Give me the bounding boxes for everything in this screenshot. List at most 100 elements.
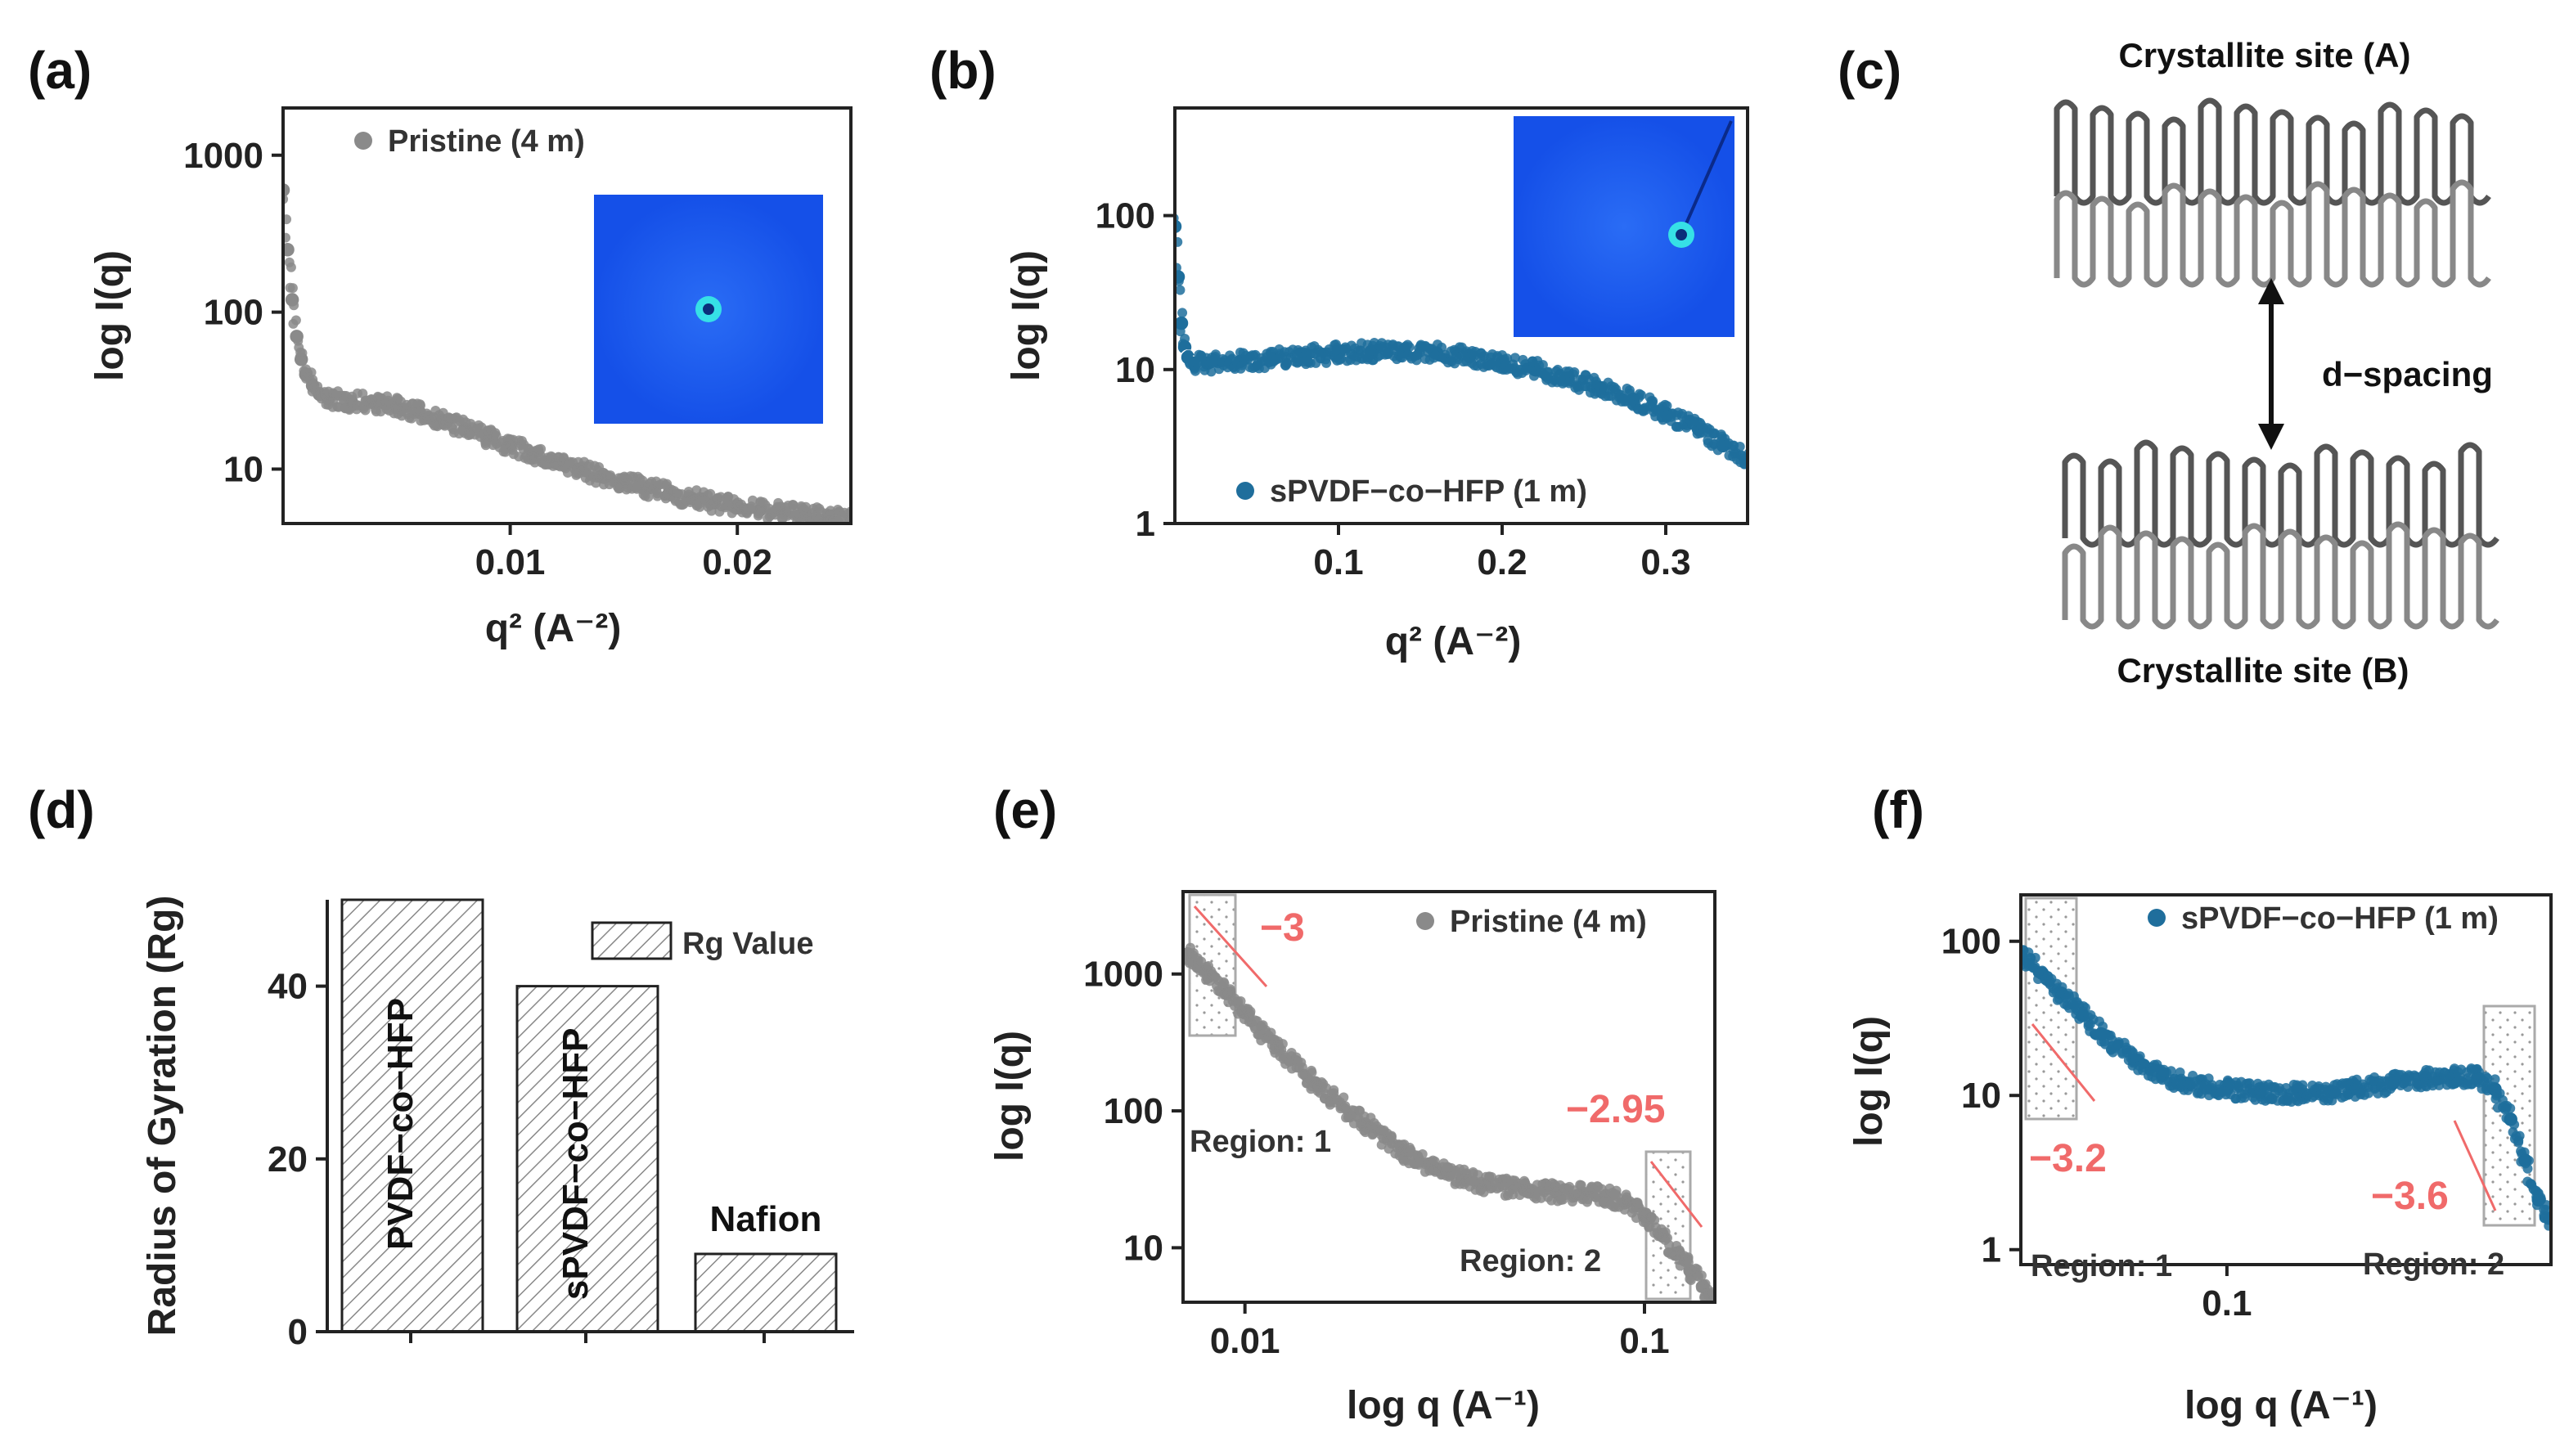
y-tick-label-1: 10 xyxy=(1961,1076,2001,1116)
curve-marker xyxy=(340,395,350,406)
x-axis-title: q² (A⁻²) xyxy=(485,607,622,650)
curve-marker xyxy=(800,501,811,512)
curve-marker xyxy=(1303,357,1314,367)
polymer-chain-row-1 xyxy=(2054,179,2491,288)
curve-marker xyxy=(1235,996,1246,1007)
curve-marker xyxy=(289,300,299,311)
y-tick-label-2: 1000 xyxy=(183,136,263,176)
curve-marker xyxy=(758,497,768,507)
curve-marker xyxy=(2239,1092,2250,1103)
crystallite-b-chains xyxy=(2062,439,2499,630)
curve-marker xyxy=(1338,1092,1349,1103)
bar-label-0: PVDF−co−HFP xyxy=(380,998,421,1250)
data-point xyxy=(1175,218,1183,235)
panel-label-c: (c) xyxy=(1838,41,1901,100)
curve-marker xyxy=(1210,349,1221,360)
legend-b-marker xyxy=(1236,482,1254,500)
bar-label-2: Nafion xyxy=(710,1199,822,1239)
inset-center xyxy=(1676,229,1687,240)
panel-label-d: (d) xyxy=(28,780,95,839)
y-tick-label-2: 100 xyxy=(1096,196,1155,236)
curve-marker xyxy=(1437,342,1447,353)
bar-0 xyxy=(340,898,484,1333)
curve-marker xyxy=(2490,1074,2500,1085)
y-tick-label-1: 20 xyxy=(268,1139,308,1180)
curve-marker xyxy=(2523,1155,2534,1166)
curve-marker xyxy=(1386,1132,1397,1143)
x-tick-label-1: 0.2 xyxy=(1477,542,1527,582)
curve-marker xyxy=(652,488,663,499)
curve-marker xyxy=(1175,326,1186,337)
y-tick-label-0: 0 xyxy=(288,1312,308,1352)
legend-f-marker xyxy=(2148,909,2166,927)
d-spacing-label: d−spacing xyxy=(2322,355,2493,393)
curve-marker xyxy=(2513,1137,2524,1148)
beamstop-line xyxy=(1680,120,1733,236)
legend-e-text: Pristine (4 m) xyxy=(1450,905,1647,939)
chart-d: PVDF−co−HFP sPVDF−co−HFP Nafion 0 20 40 Radius… xyxy=(141,896,854,1352)
curve-marker xyxy=(1404,342,1415,353)
x-tick-label-0: 0.01 xyxy=(475,542,546,582)
curve-marker xyxy=(1206,366,1217,377)
curve-marker xyxy=(1707,1289,1715,1300)
crystallite-b-label: Crystallite site (B) xyxy=(2117,651,2409,690)
curve-marker xyxy=(1180,334,1190,344)
chart-e: 0.01 0.1 10 100 1000 log I(q) log q (A⁻¹) −3 −2.… xyxy=(988,890,1716,1427)
scattering-inset-b xyxy=(1514,116,1734,337)
curve-marker xyxy=(625,471,636,482)
curve-marker xyxy=(1683,1257,1694,1268)
y-tick-label-1: 100 xyxy=(1104,1091,1163,1131)
panel-label-b: (b) xyxy=(929,41,997,100)
legend-b-text: sPVDF−co−HFP (1 m) xyxy=(1270,474,1587,509)
x-tick-label-0: 0.1 xyxy=(1313,542,1363,582)
data-point xyxy=(283,182,291,199)
x-axis-title: q² (A⁻²) xyxy=(1385,620,1522,663)
polymer-chain-row-1 xyxy=(2062,521,2499,630)
x-tick-label-1: 0.02 xyxy=(702,542,772,582)
curve-marker xyxy=(1175,319,1185,330)
bar-2 xyxy=(694,1252,838,1333)
y-axis-title: log I(q) xyxy=(1005,250,1048,381)
panel-label-e: (e) xyxy=(993,780,1057,839)
series-b xyxy=(1175,213,1748,470)
y-tick-label-2: 40 xyxy=(268,967,308,1007)
curve-marker xyxy=(286,262,296,272)
curve-marker xyxy=(1226,986,1236,996)
curve-marker xyxy=(1575,1180,1586,1190)
region-2-label: Region: 2 xyxy=(2363,1247,2504,1282)
curve-marker xyxy=(1543,1192,1554,1202)
y-tick-label-2: 1000 xyxy=(1083,955,1163,995)
x-tick-label-0: 0.1 xyxy=(2202,1283,2252,1323)
inset-background xyxy=(1514,116,1734,337)
x-tick-label-0: 0.01 xyxy=(1210,1321,1280,1361)
inset-center xyxy=(703,303,714,315)
series-f xyxy=(2021,945,2551,1231)
slope-line-2 xyxy=(2453,1120,2497,1211)
y-axis-title: log I(q) xyxy=(1847,1016,1891,1147)
x-axis-title: log q (A⁻¹) xyxy=(1347,1384,1540,1427)
chart-f: 0.1 1 10 100 log I(q) log q (A⁻¹) −3.2 −3.6 Regi… xyxy=(1847,893,2553,1427)
slope-line-2 xyxy=(1649,1161,1703,1228)
y-tick-label-0: 1 xyxy=(1982,1230,2001,1270)
curve-marker xyxy=(706,506,717,516)
curve-marker xyxy=(2519,1147,2530,1157)
y-tick-label-0: 10 xyxy=(223,449,263,489)
curve-marker xyxy=(1177,308,1188,318)
curve-marker xyxy=(1568,369,1579,380)
panel-label-a: (a) xyxy=(28,41,92,100)
curve-marker xyxy=(2544,1220,2551,1231)
region-2-label: Region: 2 xyxy=(1460,1244,1601,1278)
curve-marker xyxy=(1429,1156,1440,1166)
x-axis-title: log q (A⁻¹) xyxy=(2184,1384,2378,1427)
crystallite-a-chains xyxy=(2054,97,2491,288)
curve-marker xyxy=(480,440,491,451)
curve-marker xyxy=(747,495,758,506)
x-tick-label-1: 0.1 xyxy=(1619,1321,1669,1361)
curve-marker xyxy=(2127,1047,2138,1058)
polymer-chain-row-0 xyxy=(2054,97,2491,206)
curve-marker xyxy=(1537,360,1548,371)
chart-a: 0.01 0.02 10 100 1000 log I(q) q² (A⁻²) Pristin… xyxy=(88,106,853,650)
curve-marker xyxy=(283,243,294,254)
plot-e-frame xyxy=(1181,890,1716,1304)
crystallite-schematic: Crystallite site (A) d−spacing Crystalli… xyxy=(2054,36,2499,690)
